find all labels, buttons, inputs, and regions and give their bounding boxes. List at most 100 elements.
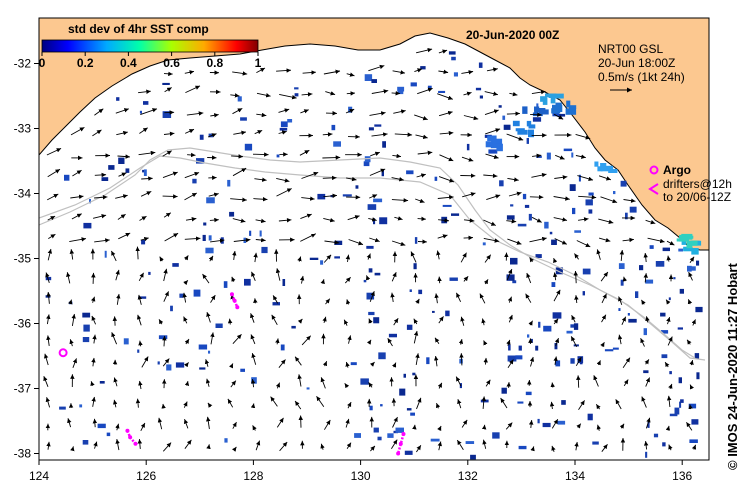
sst-patch — [538, 321, 541, 328]
current-arrow — [368, 64, 385, 72]
sst-patch — [488, 149, 498, 154]
drifter-point — [125, 428, 130, 433]
current-arrow — [47, 168, 61, 178]
sst-patch-coastal — [486, 142, 492, 146]
current-arrow — [70, 127, 85, 136]
current-arrow — [392, 70, 406, 75]
sst-patch-coastal — [566, 100, 571, 108]
current-arrow — [460, 252, 467, 263]
current-arrow — [184, 439, 192, 449]
current-arrow — [433, 355, 439, 367]
sst-patch — [251, 377, 257, 384]
current-arrow — [574, 253, 579, 260]
current-arrow — [343, 319, 349, 326]
sst-patch — [587, 413, 593, 421]
sst-patch — [205, 247, 214, 254]
sst-patch — [379, 217, 388, 225]
sst-patch — [555, 267, 563, 275]
current-arrow — [320, 443, 325, 450]
current-arrow — [46, 441, 51, 450]
current-arrow — [207, 402, 213, 408]
current-arrow — [227, 398, 234, 408]
colorbar-tick-label: 1 — [255, 56, 262, 70]
current-arrow — [391, 90, 401, 96]
current-arrow — [529, 194, 544, 200]
current-arrow — [643, 273, 648, 283]
current-arrow — [438, 316, 444, 324]
current-arrow — [185, 128, 195, 134]
current-arrow — [325, 298, 331, 305]
sst-patch — [366, 292, 375, 300]
current-arrow — [253, 252, 258, 263]
current-arrow — [554, 175, 568, 180]
current-arrow — [68, 299, 73, 305]
current-arrow — [164, 87, 172, 93]
current-arrow — [506, 268, 513, 281]
sst-patch — [478, 62, 483, 68]
current-arrow — [439, 154, 454, 162]
current-arrow — [183, 418, 189, 429]
current-arrow — [417, 150, 433, 156]
sst-patch — [535, 345, 539, 351]
sst-patch-coastal — [487, 135, 497, 142]
sst-patch — [649, 245, 654, 249]
sst-patch — [517, 401, 524, 404]
current-arrow — [138, 380, 143, 390]
drifter-point — [229, 292, 234, 297]
sst-patch — [574, 230, 581, 233]
sst-patch — [410, 82, 417, 87]
sst-patch — [175, 362, 185, 368]
sst-patch — [498, 105, 502, 108]
sst-patch — [662, 442, 666, 447]
sst-patch — [696, 260, 700, 266]
sst-patch — [525, 391, 532, 396]
current-arrow — [664, 361, 670, 368]
sst-patch — [162, 111, 172, 118]
sst-patch — [203, 222, 207, 226]
current-arrow — [392, 416, 398, 428]
land-area — [39, 18, 709, 251]
current-arrow — [437, 234, 448, 239]
current-arrow — [668, 444, 673, 451]
current-arrow — [455, 376, 462, 387]
sst-patch — [482, 242, 486, 246]
current-arrow — [460, 316, 465, 326]
current-arrow — [437, 425, 442, 432]
current-arrow — [600, 271, 609, 282]
current-arrow — [482, 439, 487, 449]
current-arrow — [46, 147, 62, 156]
sst-patch — [272, 302, 280, 306]
current-arrow — [622, 237, 634, 243]
sst-patch — [106, 432, 111, 437]
sst-patch — [82, 337, 90, 343]
sst-patch — [244, 143, 253, 151]
current-arrow — [69, 249, 75, 260]
current-arrow — [596, 360, 601, 366]
sst-patch-coastal — [565, 108, 577, 115]
sst-patch — [395, 427, 404, 433]
sst-patch — [579, 360, 583, 365]
current-arrow — [159, 256, 164, 262]
current-arrow — [347, 401, 352, 409]
drifter-point — [128, 435, 133, 440]
current-arrow — [600, 196, 618, 204]
sst-patch — [662, 247, 670, 252]
current-arrow — [506, 111, 520, 116]
sst-patch — [689, 439, 698, 443]
current-arrow — [576, 375, 581, 388]
x-tick-label: 130 — [351, 469, 371, 483]
current-arrow — [347, 335, 352, 344]
sst-patch — [592, 441, 599, 445]
current-arrow — [485, 128, 501, 135]
current-arrow — [666, 316, 671, 325]
sst-patch — [669, 371, 672, 375]
current-arrow — [278, 130, 287, 135]
current-arrow — [115, 194, 128, 199]
current-arrow — [46, 335, 51, 346]
sst-patch — [367, 204, 377, 210]
current-arrow — [596, 249, 601, 260]
sst-patch — [549, 231, 553, 235]
current-arrow — [416, 397, 422, 410]
sst-patch — [334, 256, 340, 259]
current-arrow — [435, 402, 441, 409]
